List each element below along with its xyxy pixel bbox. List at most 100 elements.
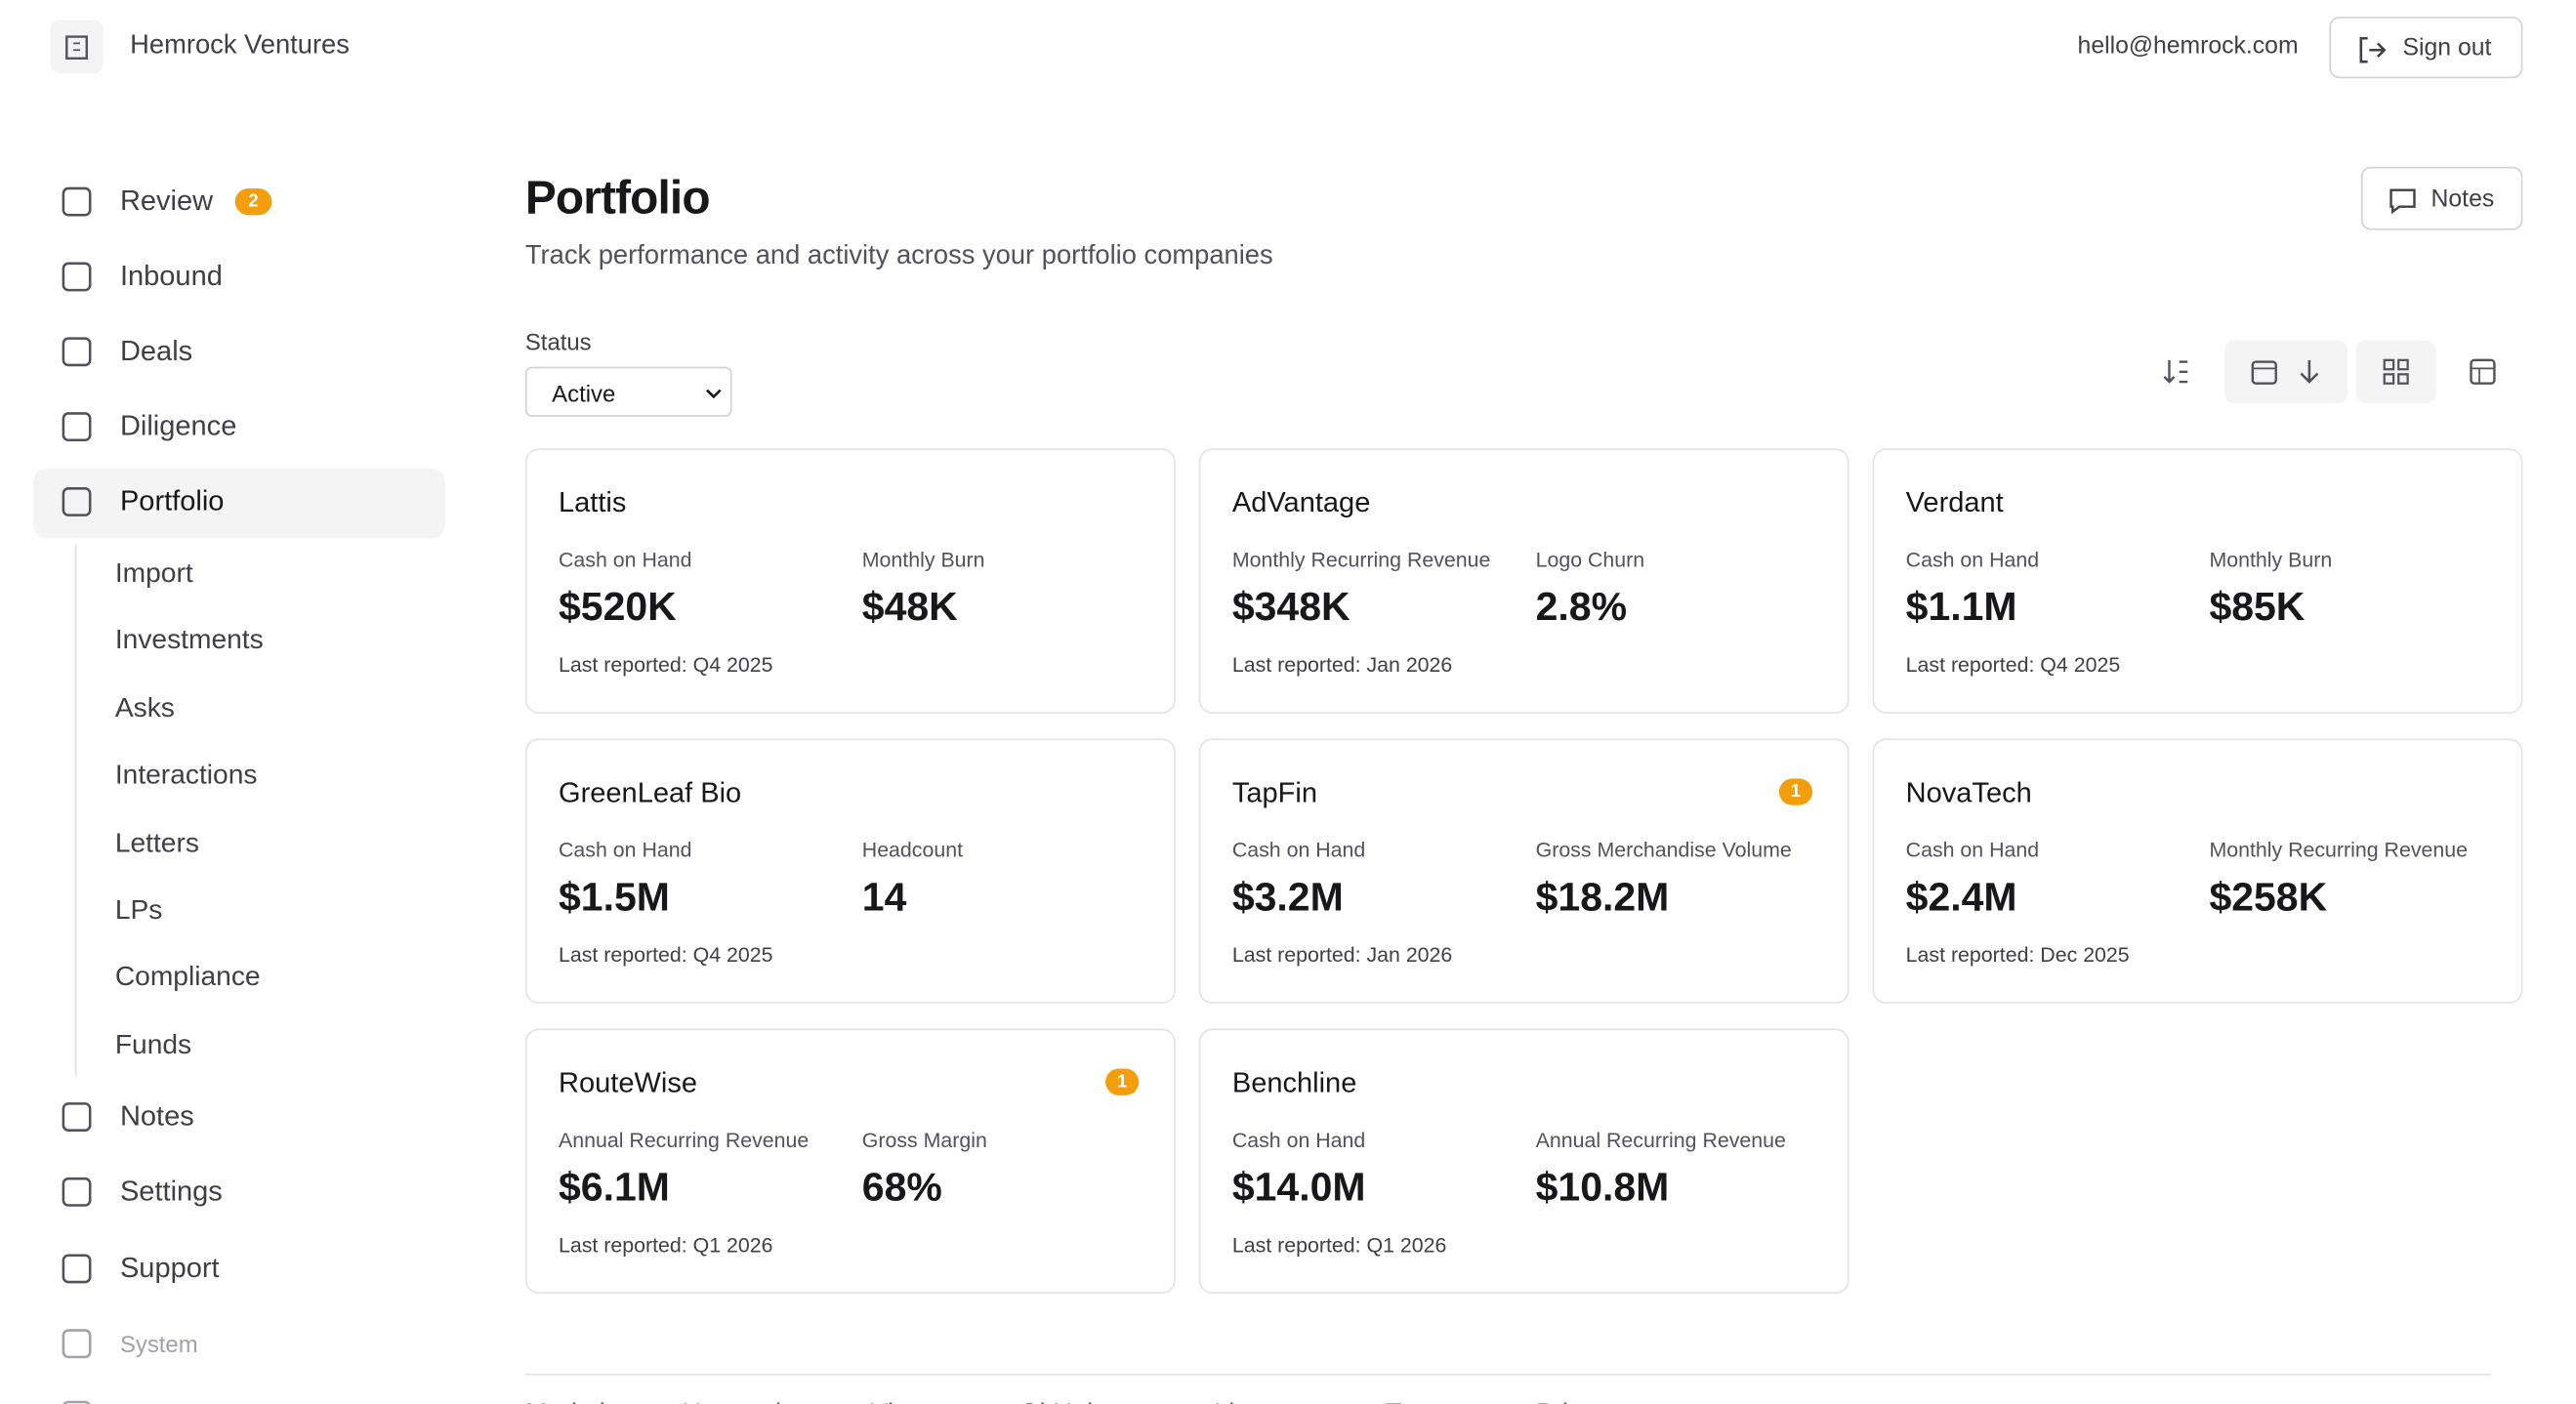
metric-value: $6.1M: [559, 1165, 670, 1211]
subnav-item[interactable]: Import: [114, 558, 193, 589]
calendar-icon: [2251, 360, 2277, 385]
subnav-item[interactable]: Asks: [114, 692, 175, 723]
metric-label: Headcount: [861, 838, 964, 862]
nav-item[interactable]: Inbound: [119, 260, 223, 292]
subnav-item[interactable]: Letters: [114, 827, 199, 858]
sort-icon[interactable]: [2161, 355, 2194, 389]
company-card[interactable]: RouteWise 1 Annual Recurring Revenue $6.1M G…: [524, 1028, 1176, 1295]
metric-value: 14: [861, 875, 907, 921]
metric-label: Cash on Hand: [1905, 838, 2040, 862]
nav-icon: [62, 1329, 92, 1359]
metric-label: Monthly Burn: [2209, 548, 2333, 572]
card-badge: 1: [1778, 778, 1813, 805]
grid-view-button[interactable]: [2355, 340, 2436, 404]
company-name: AdVantage: [1231, 486, 1371, 519]
metric-label: Annual Recurring Revenue: [1535, 1128, 1786, 1152]
company-card[interactable]: AdVantage Monthly Recurring Revenue $348K L…: [1198, 448, 1849, 714]
footer-divider: [524, 1373, 2492, 1376]
notes-button[interactable]: Notes: [2360, 166, 2523, 230]
nav-item[interactable]: Deals: [119, 335, 193, 367]
footer-link: Made by: [525, 1400, 628, 1404]
footer-link: View on: [870, 1400, 965, 1404]
metric-value: $2.4M: [1905, 875, 2017, 921]
date-sort-toggle[interactable]: [2223, 340, 2348, 404]
nav-icon: [62, 1400, 91, 1404]
company-card[interactable]: Lattis Cash on Hand $520K Monthly Burn $48K L…: [524, 448, 1176, 714]
company-card[interactable]: Benchline Cash on Hand $14.0M Annual Recurr…: [1198, 1028, 1849, 1295]
metric-label: Cash on Hand: [559, 838, 692, 862]
metric-value: $18.2M: [1535, 875, 1670, 921]
last-reported: Last reported: Q1 2026: [1231, 1233, 1447, 1258]
metric-value: 2.8%: [1535, 585, 1628, 631]
nav-icon: [62, 337, 92, 367]
company-name: Benchline: [1231, 1066, 1357, 1099]
status-label: Status: [524, 328, 592, 355]
company-name: Verdant: [1905, 486, 2004, 519]
metric-label: Gross Merchandise Volume: [1535, 838, 1792, 862]
email: hello@hemrock.com: [2077, 33, 2299, 61]
subnav-item[interactable]: Investments: [114, 625, 264, 656]
metric-label: Cash on Hand: [559, 548, 692, 572]
nav-item[interactable]: Notes: [119, 1099, 194, 1133]
company-card[interactable]: GreenLeaf Bio Cash on Hand $1.5M Headcount 1…: [524, 738, 1176, 1004]
system-item[interactable]: System: [119, 1330, 198, 1357]
metric-value: $258K: [2209, 875, 2328, 921]
subnav-item[interactable]: Funds: [114, 1029, 192, 1060]
nav-icon: [62, 186, 92, 217]
subnav-item[interactable]: Compliance: [114, 962, 261, 993]
footer-link[interactable]: License: [1214, 1400, 1306, 1404]
nav-item[interactable]: Settings: [119, 1176, 223, 1208]
metric-value: $48K: [861, 585, 958, 631]
footer-link[interactable]: Hemrock: [682, 1400, 788, 1404]
nav-icon: [62, 1253, 92, 1283]
chevron: [706, 389, 722, 399]
nav-item[interactable]: Portfolio: [119, 484, 225, 517]
metric-label: Gross Margin: [861, 1128, 987, 1152]
sign-out-label: Sign out: [2402, 34, 2492, 62]
page-subtitle: Track performance and activity across yo…: [524, 241, 1273, 270]
company-name: TapFin: [1231, 776, 1317, 809]
metric-value: $3.2M: [1231, 875, 1344, 921]
last-reported: Last reported: Q1 2026: [559, 1233, 773, 1258]
status-value: Active: [552, 380, 616, 407]
footer-link[interactable]: Terms: [1386, 1400, 1458, 1404]
metric-value: $85K: [2209, 585, 2306, 631]
subnav-item[interactable]: LPs: [114, 894, 163, 926]
grid-icon: [2383, 358, 2409, 385]
company-card[interactable]: TapFin 1 Cash on Hand $3.2M Gross Merchandis…: [1198, 738, 1849, 1004]
sign-out-button[interactable]: Sign out: [2329, 17, 2523, 79]
metric-value: $520K: [559, 585, 677, 631]
company-card[interactable]: Verdant Cash on Hand $1.1M Monthly Burn $85K…: [1872, 448, 2523, 714]
active-nav-bg: [33, 468, 445, 539]
metric-label: Monthly Recurring Revenue: [2209, 838, 2469, 862]
footer-link[interactable]: GitHub: [1018, 1400, 1101, 1404]
company-name: NovaTech: [1905, 776, 2032, 809]
status-select[interactable]: Active: [524, 366, 732, 417]
company-card[interactable]: NovaTech Cash on Hand $2.4M Monthly Recurri…: [1872, 738, 2523, 1004]
subnav-item[interactable]: Interactions: [114, 760, 258, 791]
company-name: GreenLeaf Bio: [559, 776, 742, 809]
metric-label: Monthly Recurring Revenue: [1231, 548, 1491, 572]
nav-icon: [62, 262, 92, 292]
nav-icon: [62, 1102, 92, 1132]
metric-value: $1.5M: [559, 875, 670, 921]
metric-label: Logo Churn: [1535, 548, 1645, 572]
footer-link[interactable]: Privacy: [1536, 1400, 1624, 1404]
nav-item[interactable]: Support: [119, 1251, 220, 1284]
arrow-down-icon: [2300, 359, 2319, 384]
metric-value: $1.1M: [1905, 585, 2017, 631]
table-view-button[interactable]: [2468, 356, 2498, 387]
nav-item[interactable]: Review: [119, 185, 214, 217]
last-reported: Last reported: Dec 2025: [1905, 943, 2130, 968]
metric-label: Monthly Burn: [861, 548, 985, 572]
brand: Hemrock Ventures: [130, 31, 350, 61]
logo-icon: [65, 35, 88, 60]
metric-value: $348K: [1231, 585, 1350, 631]
last-reported: Last reported: Q4 2025: [559, 943, 773, 968]
nav-icon: [62, 487, 92, 516]
nav-item[interactable]: Diligence: [119, 410, 237, 442]
nav-icon: [62, 412, 92, 442]
last-reported: Last reported: Jan 2026: [1231, 943, 1453, 968]
metric-label: Annual Recurring Revenue: [559, 1128, 810, 1152]
